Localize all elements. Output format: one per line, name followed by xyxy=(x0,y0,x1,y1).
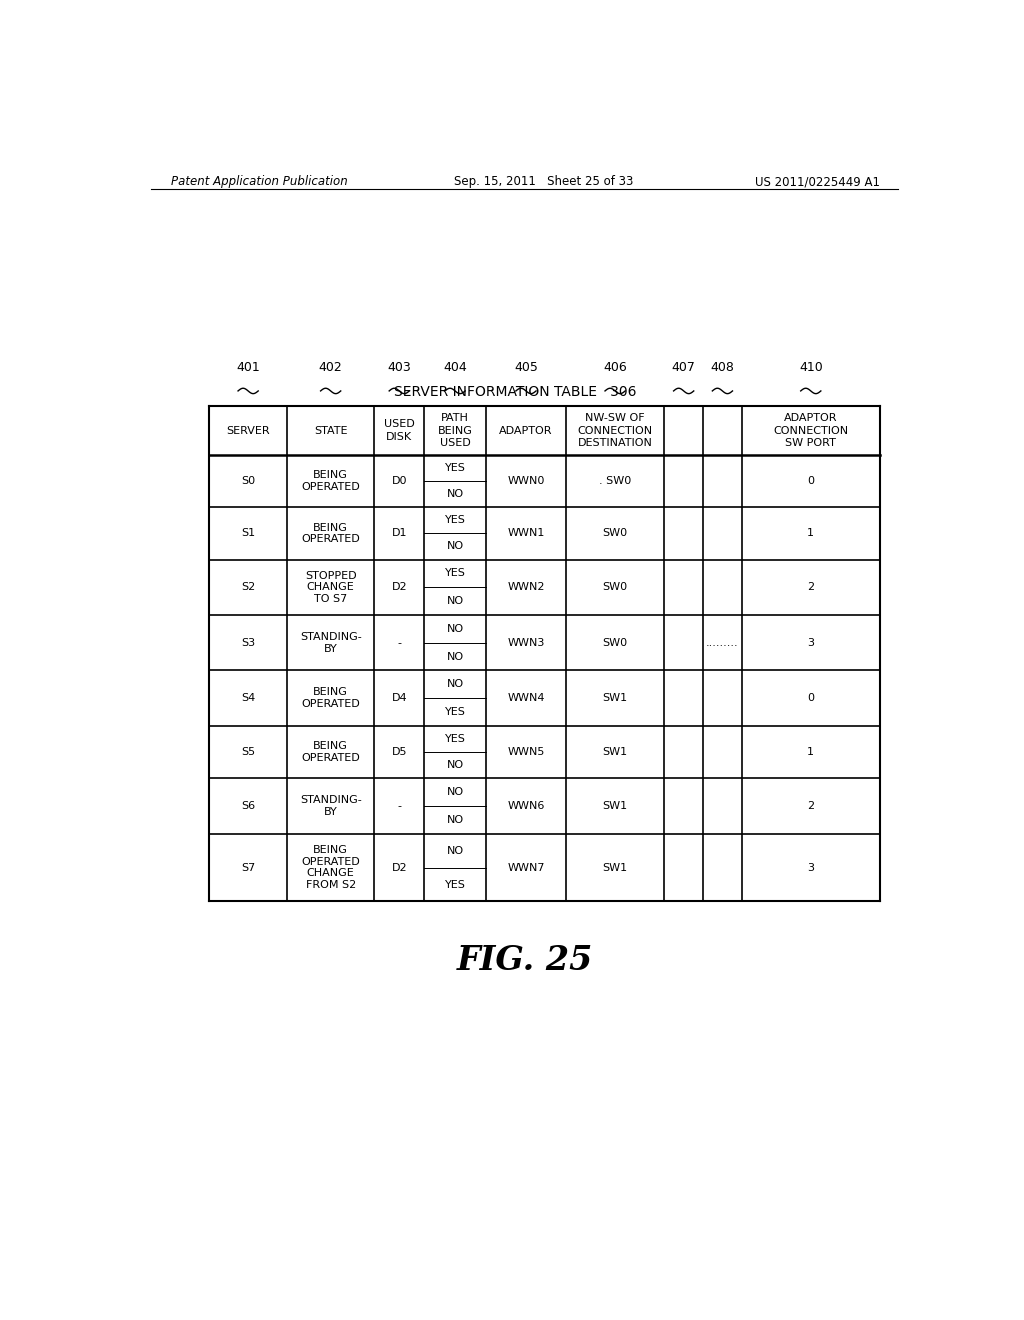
Text: WWN4: WWN4 xyxy=(507,693,545,704)
Text: NO: NO xyxy=(446,541,464,552)
Text: 407: 407 xyxy=(672,360,695,374)
Text: 404: 404 xyxy=(443,360,467,374)
Text: D5: D5 xyxy=(391,747,407,758)
Text: D1: D1 xyxy=(391,528,407,539)
Text: 2: 2 xyxy=(807,582,814,593)
Text: NO: NO xyxy=(446,652,464,661)
Text: S0: S0 xyxy=(241,477,255,486)
Text: NO: NO xyxy=(446,624,464,634)
Text: 406: 406 xyxy=(603,360,627,374)
Text: ADAPTOR
CONNECTION
SW PORT: ADAPTOR CONNECTION SW PORT xyxy=(773,413,848,447)
Text: 1: 1 xyxy=(807,747,814,758)
Text: YES: YES xyxy=(444,734,466,744)
Text: -: - xyxy=(397,801,401,810)
Text: BEING
OPERATED: BEING OPERATED xyxy=(301,688,360,709)
Text: 3: 3 xyxy=(807,862,814,873)
Text: US 2011/0225449 A1: US 2011/0225449 A1 xyxy=(755,176,880,189)
Text: 410: 410 xyxy=(799,360,822,374)
Text: . SW0: . SW0 xyxy=(599,477,631,486)
Text: WWN1: WWN1 xyxy=(507,528,545,539)
Text: 3: 3 xyxy=(807,638,814,648)
Text: BEING
OPERATED: BEING OPERATED xyxy=(301,742,360,763)
Text: 0: 0 xyxy=(807,693,814,704)
Text: SERVER: SERVER xyxy=(226,425,270,436)
Text: STANDING-
BY: STANDING- BY xyxy=(300,795,361,817)
Text: SW1: SW1 xyxy=(602,862,628,873)
Text: 402: 402 xyxy=(318,360,343,374)
Text: S6: S6 xyxy=(241,801,255,810)
Text: STOPPED
CHANGE
TO S7: STOPPED CHANGE TO S7 xyxy=(305,570,356,603)
Text: BEING
OPERATED: BEING OPERATED xyxy=(301,470,360,492)
Text: -: - xyxy=(397,638,401,648)
Text: NO: NO xyxy=(446,846,464,855)
Text: WWN0: WWN0 xyxy=(507,477,545,486)
Text: WWN6: WWN6 xyxy=(507,801,545,810)
Text: D2: D2 xyxy=(391,862,408,873)
Text: SW0: SW0 xyxy=(602,638,628,648)
Text: SW0: SW0 xyxy=(602,528,628,539)
Text: STATE: STATE xyxy=(314,425,347,436)
Text: NO: NO xyxy=(446,760,464,770)
Text: S4: S4 xyxy=(241,693,255,704)
Text: D0: D0 xyxy=(391,477,407,486)
Text: BEING
OPERATED: BEING OPERATED xyxy=(301,523,360,544)
Text: WWN3: WWN3 xyxy=(507,638,545,648)
Text: Patent Application Publication: Patent Application Publication xyxy=(171,176,347,189)
Text: NO: NO xyxy=(446,680,464,689)
Text: S7: S7 xyxy=(241,862,255,873)
Text: YES: YES xyxy=(444,515,466,525)
Text: SW0: SW0 xyxy=(602,582,628,593)
Text: NO: NO xyxy=(446,787,464,797)
Text: YES: YES xyxy=(444,879,466,890)
Text: 401: 401 xyxy=(237,360,260,374)
Text: D2: D2 xyxy=(391,582,408,593)
Text: 0: 0 xyxy=(807,477,814,486)
Text: WWN2: WWN2 xyxy=(507,582,545,593)
Text: SW1: SW1 xyxy=(602,693,628,704)
Text: WWN5: WWN5 xyxy=(507,747,545,758)
Text: YES: YES xyxy=(444,569,466,578)
Text: NO: NO xyxy=(446,814,464,825)
Text: STANDING-
BY: STANDING- BY xyxy=(300,632,361,653)
Text: PATH
BEING
USED: PATH BEING USED xyxy=(437,413,472,447)
Text: SW1: SW1 xyxy=(602,801,628,810)
Text: .........: ......... xyxy=(707,638,738,648)
Text: 408: 408 xyxy=(711,360,734,374)
Text: YES: YES xyxy=(444,463,466,473)
Text: S5: S5 xyxy=(241,747,255,758)
Text: 2: 2 xyxy=(807,801,814,810)
Text: 1: 1 xyxy=(807,528,814,539)
Text: YES: YES xyxy=(444,708,466,717)
Text: 405: 405 xyxy=(514,360,538,374)
Text: S1: S1 xyxy=(241,528,255,539)
Text: S3: S3 xyxy=(241,638,255,648)
Text: SERVER INFORMATION TABLE   306: SERVER INFORMATION TABLE 306 xyxy=(394,384,637,399)
Text: NO: NO xyxy=(446,490,464,499)
Text: ADAPTOR: ADAPTOR xyxy=(500,425,553,436)
Text: Sep. 15, 2011   Sheet 25 of 33: Sep. 15, 2011 Sheet 25 of 33 xyxy=(454,176,633,189)
Text: FIG. 25: FIG. 25 xyxy=(457,944,593,977)
Text: D4: D4 xyxy=(391,693,408,704)
Text: 403: 403 xyxy=(387,360,411,374)
Text: WWN7: WWN7 xyxy=(507,862,545,873)
Text: NW-SW OF
CONNECTION
DESTINATION: NW-SW OF CONNECTION DESTINATION xyxy=(578,413,652,447)
Text: SW1: SW1 xyxy=(602,747,628,758)
Text: S2: S2 xyxy=(241,582,255,593)
Text: USED
DISK: USED DISK xyxy=(384,420,415,442)
Text: NO: NO xyxy=(446,597,464,606)
Text: BEING
OPERATED
CHANGE
FROM S2: BEING OPERATED CHANGE FROM S2 xyxy=(301,845,360,890)
